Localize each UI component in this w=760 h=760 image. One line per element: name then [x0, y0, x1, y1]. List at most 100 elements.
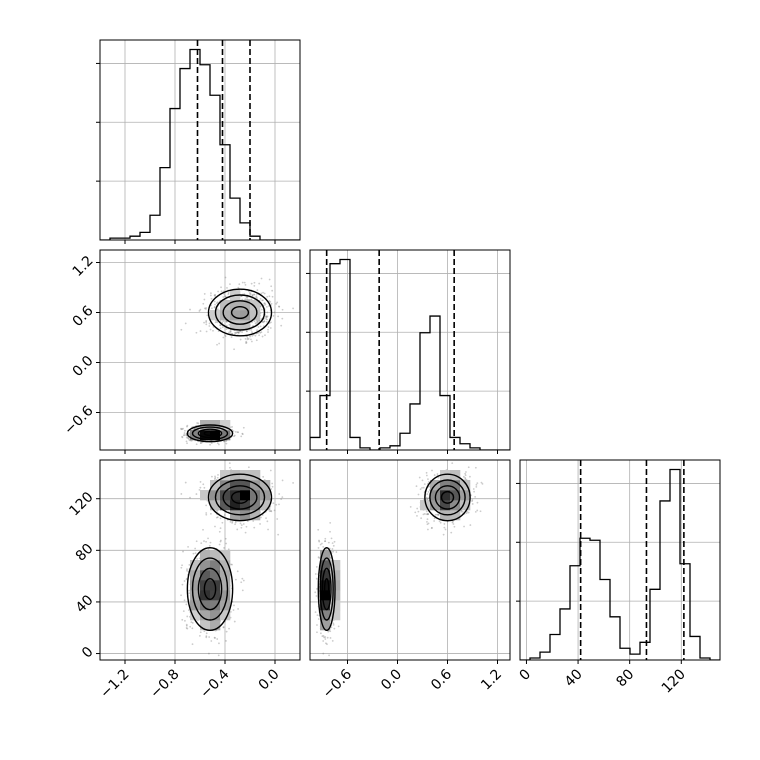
sample-point — [219, 324, 221, 326]
sample-point — [465, 512, 468, 515]
sample-point — [245, 296, 248, 299]
sample-point — [240, 524, 243, 526]
sample-point — [222, 296, 225, 298]
sample-point — [437, 513, 440, 516]
density-contour — [440, 490, 455, 504]
sample-point — [185, 627, 188, 629]
sample-point — [423, 512, 426, 515]
sample-point — [208, 325, 211, 327]
sample-point — [266, 520, 269, 523]
sample-point — [236, 331, 239, 334]
sample-point — [253, 281, 256, 284]
sample-point — [214, 293, 217, 296]
sample-point — [324, 540, 326, 543]
sample-point — [216, 308, 219, 311]
sample-point — [216, 516, 219, 519]
sample-point — [225, 324, 228, 327]
sample-point — [430, 527, 433, 530]
sample-point — [474, 466, 477, 469]
sample-point — [203, 321, 205, 324]
density-bin — [320, 560, 331, 571]
sample-point — [270, 488, 273, 490]
sample-point — [250, 338, 252, 341]
density-bin — [250, 300, 261, 311]
sample-point — [209, 541, 212, 544]
sample-point — [241, 281, 244, 284]
sample-point — [425, 510, 428, 513]
sample-point — [185, 603, 188, 606]
sample-point — [186, 568, 188, 571]
sample-point — [431, 526, 433, 529]
density-bin — [220, 580, 231, 591]
sample-point — [203, 630, 206, 633]
x-tick-label: −0.8 — [147, 666, 182, 701]
y-tick-label: 80 — [73, 541, 97, 565]
density-bin — [210, 480, 221, 491]
sample-point — [315, 595, 318, 597]
sample-point — [249, 335, 251, 338]
density-bin — [460, 500, 471, 511]
sample-point — [181, 435, 183, 438]
sample-point — [182, 427, 184, 430]
sample-point — [467, 466, 470, 469]
sample-point — [181, 618, 184, 621]
density-bin — [260, 500, 271, 511]
sample-point — [281, 496, 284, 499]
sample-point — [233, 435, 235, 438]
sample-point — [337, 625, 340, 628]
sample-point — [205, 504, 208, 507]
density-bin — [320, 620, 331, 631]
density-bin — [330, 560, 341, 571]
density-bin — [220, 610, 231, 621]
density-bin — [220, 470, 231, 481]
sample-point — [426, 518, 429, 521]
density-bin — [250, 310, 261, 321]
x-tick-label: 1.2 — [478, 666, 505, 693]
sample-point — [427, 478, 429, 481]
density-bin — [460, 480, 471, 491]
density-contour — [230, 305, 250, 320]
density-bin — [240, 490, 251, 501]
sample-point — [260, 308, 263, 311]
sample-point — [275, 302, 278, 305]
sample-point — [205, 308, 207, 310]
sample-point — [329, 530, 331, 533]
sample-point — [242, 579, 245, 582]
sample-point — [216, 638, 219, 640]
sample-point — [317, 556, 320, 559]
sample-point — [241, 577, 244, 580]
sample-point — [321, 542, 323, 545]
sample-point — [247, 338, 250, 340]
sample-point — [224, 335, 227, 338]
sample-point — [476, 482, 479, 485]
density-panel-3-2 — [310, 460, 510, 660]
sample-point — [188, 431, 191, 434]
sample-point — [237, 331, 240, 334]
sample-point — [234, 430, 237, 433]
sample-point — [180, 493, 183, 495]
sample-point — [271, 295, 274, 298]
sample-point — [332, 622, 335, 625]
sample-point — [256, 297, 258, 299]
sample-point — [425, 496, 428, 499]
x-tick-label: −0.4 — [197, 666, 232, 701]
sample-point — [229, 466, 231, 469]
sample-point — [199, 481, 202, 483]
sample-point — [443, 526, 446, 529]
sample-point — [205, 636, 208, 639]
sample-point — [476, 501, 479, 504]
sample-point — [185, 578, 188, 581]
sample-point — [415, 485, 418, 488]
sample-point — [203, 293, 206, 295]
sample-point — [324, 636, 327, 638]
sample-point — [218, 530, 221, 533]
sample-point — [327, 630, 330, 633]
sample-point — [183, 432, 186, 434]
sample-point — [186, 424, 189, 427]
density-bin — [210, 560, 221, 571]
sample-point — [229, 283, 231, 286]
sample-point — [314, 591, 317, 594]
sample-point — [244, 283, 247, 286]
density-contour — [317, 547, 336, 632]
sample-point — [242, 426, 245, 429]
